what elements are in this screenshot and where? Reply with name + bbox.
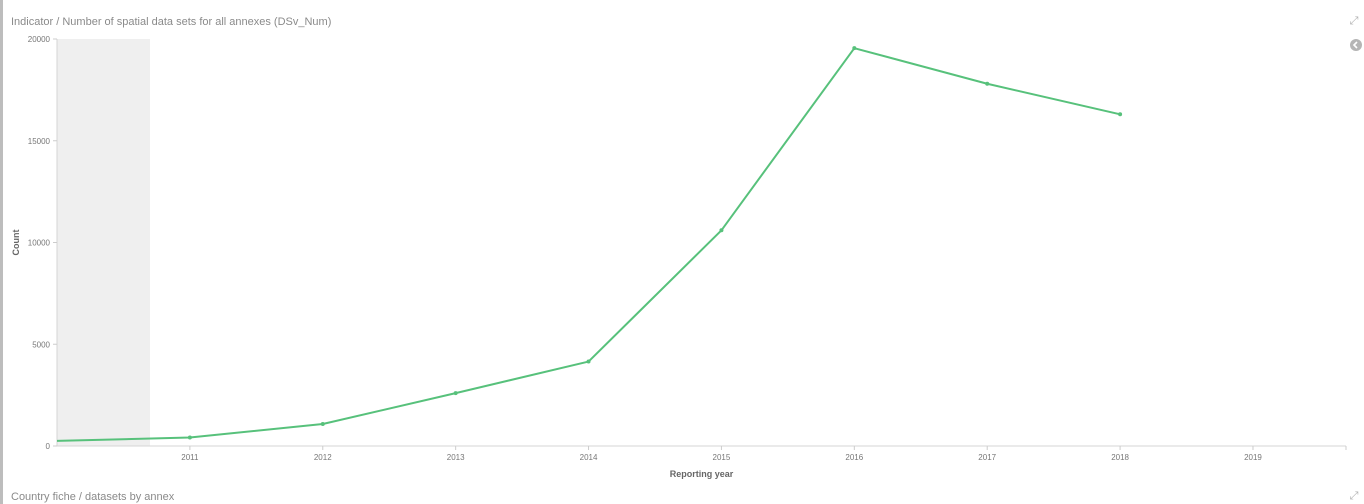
x-tick-label: 2012 bbox=[314, 453, 332, 462]
x-tick-label: 2013 bbox=[447, 453, 465, 462]
x-tick-label: 2019 bbox=[1244, 453, 1262, 462]
legend-toggle-icon[interactable] bbox=[1350, 39, 1362, 51]
x-tick-label: 2011 bbox=[181, 453, 199, 462]
data-point bbox=[320, 422, 325, 427]
data-point bbox=[453, 391, 458, 396]
x-tick-label: 2017 bbox=[978, 453, 996, 462]
y-tick-label: 5000 bbox=[32, 340, 50, 349]
x-tick-label: 2014 bbox=[580, 453, 598, 462]
data-point bbox=[852, 46, 857, 51]
data-point bbox=[1118, 112, 1123, 117]
panel-left-border bbox=[0, 0, 3, 504]
panel-title: Indicator / Number of spatial data sets … bbox=[11, 16, 332, 28]
expand-icon[interactable]: ⤢ bbox=[1349, 15, 1359, 27]
expand-icon-2[interactable]: ⤢ bbox=[1349, 490, 1359, 502]
series-line bbox=[56, 47, 1121, 442]
y-tick-label: 10000 bbox=[28, 239, 51, 248]
x-tick-label: 2018 bbox=[1111, 453, 1129, 462]
data-point bbox=[187, 435, 192, 440]
y-tick-label: 15000 bbox=[28, 137, 51, 146]
x-tick-label: 2015 bbox=[713, 453, 731, 462]
data-point bbox=[719, 228, 724, 233]
data-point bbox=[586, 359, 591, 364]
shaded-region bbox=[57, 39, 151, 446]
y-tick-label: 20000 bbox=[28, 35, 51, 44]
data-point bbox=[985, 81, 990, 86]
y-tick-label: 0 bbox=[46, 442, 51, 451]
panel-title-2: Country fiche / datasets by annex bbox=[11, 491, 175, 503]
x-tick-label: 2016 bbox=[845, 453, 863, 462]
x-axis-title: Reporting year bbox=[670, 469, 734, 479]
y-axis-title: Count bbox=[11, 230, 21, 256]
